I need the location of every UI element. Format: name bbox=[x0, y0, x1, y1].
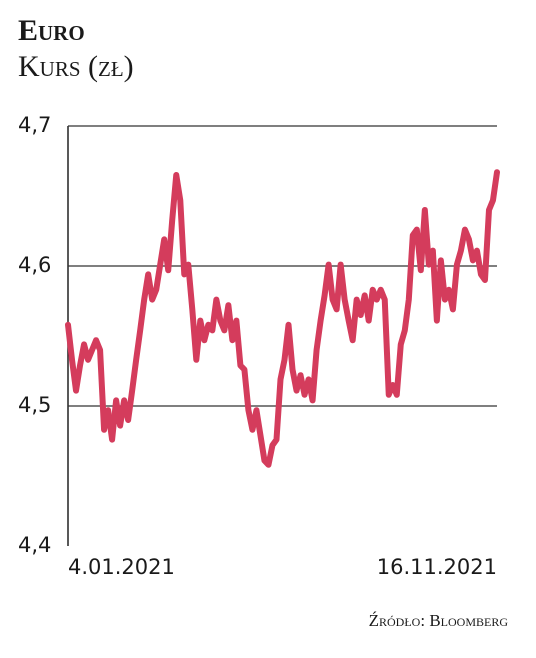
x-tick-label: 4.01.2021 bbox=[68, 555, 175, 579]
source-note: Źródło: Bloomberg bbox=[369, 611, 509, 630]
chart-subtitle: Kurs (zł) bbox=[18, 50, 134, 83]
chart-title: Euro bbox=[18, 14, 85, 47]
data-line bbox=[65, 169, 500, 468]
x-tick-label: 16.11.2021 bbox=[377, 555, 497, 579]
y-tick-label: 4,5 bbox=[18, 393, 51, 417]
y-tick-label: 4,7 bbox=[18, 113, 51, 137]
y-tick-label: 4,4 bbox=[18, 533, 51, 557]
y-tick-label: 4,6 bbox=[18, 253, 51, 277]
